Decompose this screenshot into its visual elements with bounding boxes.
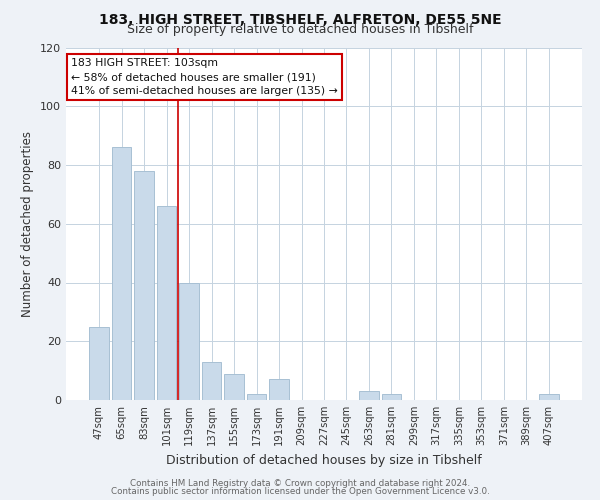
Text: Contains public sector information licensed under the Open Government Licence v3: Contains public sector information licen… <box>110 487 490 496</box>
Bar <box>539 394 559 400</box>
Bar <box>134 171 154 400</box>
Bar <box>112 148 131 400</box>
Bar <box>89 326 109 400</box>
Bar <box>157 206 176 400</box>
Text: 183, HIGH STREET, TIBSHELF, ALFRETON, DE55 5NE: 183, HIGH STREET, TIBSHELF, ALFRETON, DE… <box>98 12 502 26</box>
Bar <box>179 282 199 400</box>
Text: Contains HM Land Registry data © Crown copyright and database right 2024.: Contains HM Land Registry data © Crown c… <box>130 479 470 488</box>
Text: Size of property relative to detached houses in Tibshelf: Size of property relative to detached ho… <box>127 22 473 36</box>
Bar <box>382 394 401 400</box>
Bar <box>202 362 221 400</box>
X-axis label: Distribution of detached houses by size in Tibshelf: Distribution of detached houses by size … <box>166 454 482 466</box>
Text: 183 HIGH STREET: 103sqm
← 58% of detached houses are smaller (191)
41% of semi-d: 183 HIGH STREET: 103sqm ← 58% of detache… <box>71 58 338 96</box>
Bar <box>269 380 289 400</box>
Bar <box>247 394 266 400</box>
Y-axis label: Number of detached properties: Number of detached properties <box>22 130 34 317</box>
Bar <box>224 374 244 400</box>
Bar <box>359 391 379 400</box>
